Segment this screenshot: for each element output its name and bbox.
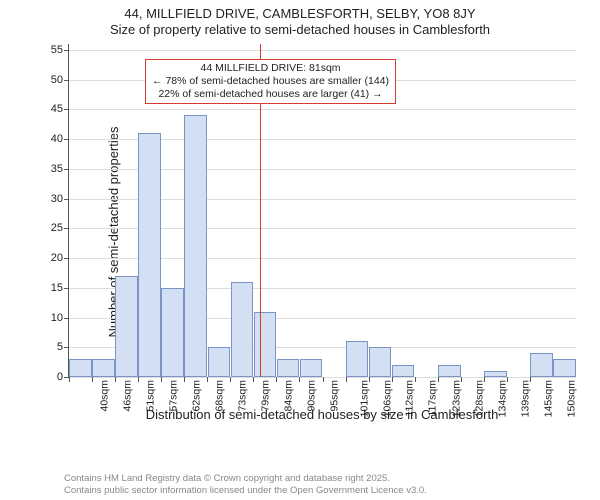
title-line1: 44, MILLFIELD DRIVE, CAMBLESFORTH, SELBY…: [0, 6, 600, 22]
histogram-bar: [115, 276, 138, 377]
xtick-mark: [184, 377, 185, 382]
footer-line2: Contains public sector information licen…: [64, 485, 427, 496]
ytick-label: 25: [51, 222, 69, 234]
xtick-mark: [346, 377, 347, 382]
xtick-mark: [507, 377, 508, 382]
xtick-mark: [69, 377, 70, 382]
ytick-label: 10: [51, 312, 69, 324]
gridline-h: [69, 109, 576, 110]
annotation-line2: ← 78% of semi-detached houses are smalle…: [152, 75, 389, 88]
ytick-label: 45: [51, 103, 69, 115]
histogram-bar: [392, 365, 415, 377]
histogram-bar: [161, 288, 184, 377]
histogram-bar: [184, 115, 207, 377]
annotation-line3: 22% of semi-detached houses are larger (…: [152, 88, 389, 101]
plot-area: 051015202530354045505540sqm46sqm51sqm57s…: [68, 44, 576, 378]
histogram-bar: [231, 282, 254, 377]
chart-title-block: 44, MILLFIELD DRIVE, CAMBLESFORTH, SELBY…: [0, 0, 600, 39]
xtick-mark: [92, 377, 93, 382]
ytick-label: 55: [51, 44, 69, 56]
xtick-mark: [276, 377, 277, 382]
xtick-mark: [299, 377, 300, 382]
xtick-mark: [415, 377, 416, 382]
histogram-bar: [438, 365, 461, 377]
histogram-bar: [254, 312, 277, 377]
xtick-mark: [369, 377, 370, 382]
xtick-mark: [438, 377, 439, 382]
xtick-mark: [207, 377, 208, 382]
histogram-bar: [530, 353, 553, 377]
annotation-line1: 44 MILLFIELD DRIVE: 81sqm: [152, 62, 389, 75]
title-line2: Size of property relative to semi-detach…: [0, 22, 600, 38]
xtick-mark: [530, 377, 531, 382]
histogram-bar: [138, 133, 161, 377]
xtick-mark: [253, 377, 254, 382]
ytick-label: 5: [57, 341, 69, 353]
chart-container: Number of semi-detached properties 05101…: [40, 44, 576, 420]
histogram-bar: [346, 341, 369, 377]
ytick-label: 40: [51, 133, 69, 145]
xtick-mark: [230, 377, 231, 382]
xtick-mark: [161, 377, 162, 382]
histogram-bar: [484, 371, 507, 377]
histogram-bar: [277, 359, 300, 377]
histogram-bar: [553, 359, 576, 377]
histogram-bar: [69, 359, 92, 377]
xtick-mark: [484, 377, 485, 382]
histogram-bar: [92, 359, 115, 377]
ytick-label: 20: [51, 252, 69, 264]
histogram-bar: [300, 359, 323, 377]
histogram-bar: [208, 347, 231, 377]
xtick-mark: [392, 377, 393, 382]
xtick-mark: [138, 377, 139, 382]
ytick-label: 35: [51, 163, 69, 175]
ytick-label: 0: [57, 371, 69, 383]
attribution-footer: Contains HM Land Registry data © Crown c…: [64, 473, 427, 496]
xtick-mark: [461, 377, 462, 382]
ytick-label: 30: [51, 193, 69, 205]
histogram-bar: [369, 347, 392, 377]
xtick-mark: [323, 377, 324, 382]
gridline-h: [69, 50, 576, 51]
ytick-label: 50: [51, 74, 69, 86]
x-axis-label: Distribution of semi-detached houses by …: [68, 407, 576, 422]
ytick-label: 15: [51, 282, 69, 294]
xtick-mark: [115, 377, 116, 382]
footer-line1: Contains HM Land Registry data © Crown c…: [64, 473, 427, 484]
annotation-box: 44 MILLFIELD DRIVE: 81sqm← 78% of semi-d…: [145, 59, 396, 104]
